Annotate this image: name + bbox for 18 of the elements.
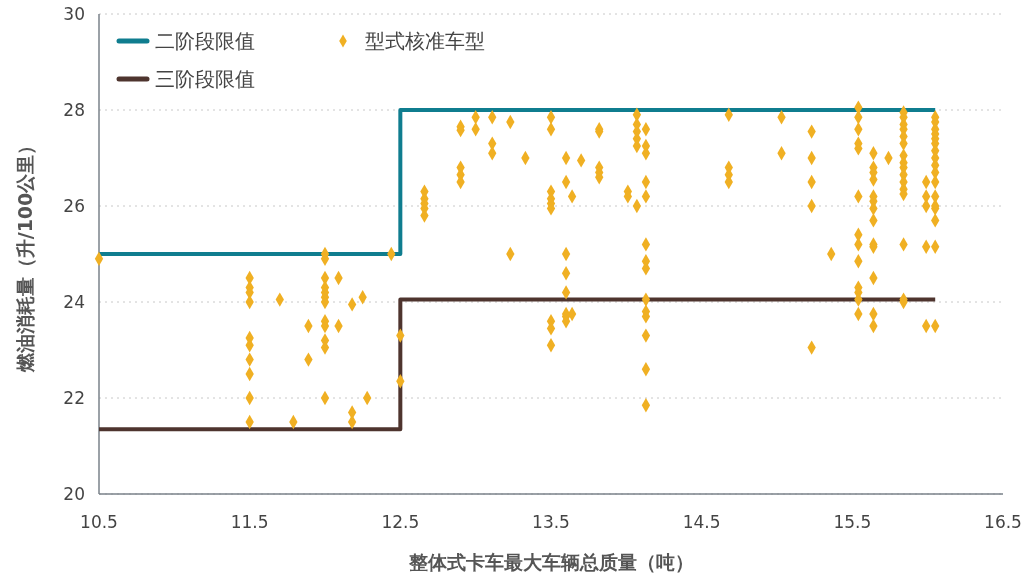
x-tick-label: 12.5	[381, 512, 420, 532]
legend-label: 三阶段限值	[155, 67, 255, 91]
x-tick-label: 13.5	[532, 512, 570, 532]
y-tick-label: 22	[63, 387, 85, 408]
y-tick-label: 26	[63, 195, 85, 216]
x-tick-label: 15.5	[833, 512, 872, 532]
x-tick-label: 14.5	[682, 512, 721, 532]
legend-label: 二阶段限值	[155, 29, 255, 53]
x-tick-label: 11.5	[230, 512, 269, 532]
x-tick-label: 16.5	[984, 512, 1022, 532]
y-tick-label: 20	[63, 483, 85, 504]
y-tick-label: 30	[63, 3, 85, 24]
y-axis-title: 燃油消耗量（升/100公里）	[14, 135, 36, 374]
x-axis-title: 整体式卡车最大车辆总质量（吨）	[407, 551, 694, 573]
y-tick-label: 28	[63, 99, 85, 120]
y-tick-label: 24	[63, 291, 85, 312]
legend-label: 型式核准车型	[365, 29, 485, 53]
x-tick-label: 10.5	[80, 512, 118, 532]
